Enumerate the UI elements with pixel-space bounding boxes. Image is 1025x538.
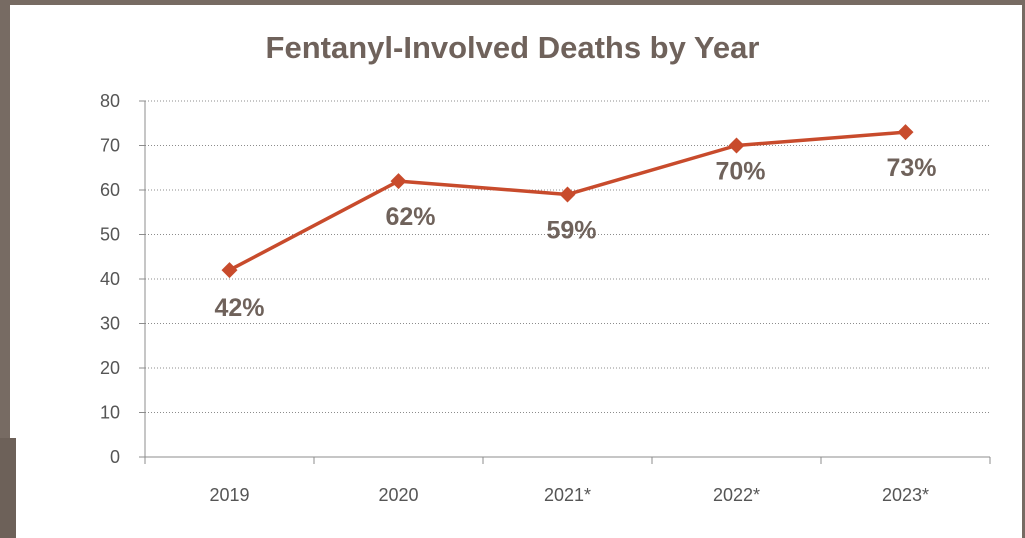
chart-title: Fentanyl-Involved Deaths by Year <box>265 30 760 65</box>
data-point-marker <box>897 124 914 141</box>
frame-left-accent <box>0 438 16 538</box>
x-tick-label: 2022* <box>713 485 760 505</box>
y-tick-label: 80 <box>100 91 120 111</box>
y-tick-label: 60 <box>100 180 120 200</box>
frame-left-border <box>0 0 10 538</box>
x-tick-label: 2021* <box>544 485 591 505</box>
axes <box>139 100 991 464</box>
x-axis-ticks: 2019 2020 2021* 2022* 2023* <box>209 485 929 505</box>
data-label: 70% <box>715 158 765 186</box>
data-label: 59% <box>546 216 596 244</box>
gridlines <box>145 100 990 413</box>
y-tick-label: 70 <box>100 136 120 156</box>
x-tick-label: 2023* <box>882 485 929 505</box>
x-tick-label: 2019 <box>209 485 249 505</box>
y-axis-ticks: 0 10 20 30 40 50 60 70 80 <box>100 91 120 467</box>
data-labels: 42% 62% 59% 70% 73% <box>214 154 936 322</box>
y-tick-label: 40 <box>100 269 120 289</box>
x-tick-label: 2020 <box>378 485 418 505</box>
y-tick-label: 50 <box>100 225 120 245</box>
data-label: 42% <box>214 294 264 322</box>
data-label: 73% <box>886 154 936 182</box>
frame-right-border <box>1022 0 1025 538</box>
data-label: 62% <box>385 203 435 231</box>
frame-top-border <box>0 0 1025 5</box>
y-tick-label: 30 <box>100 314 120 334</box>
y-tick-label: 0 <box>110 447 120 467</box>
y-tick-label: 20 <box>100 358 120 378</box>
data-point-marker <box>390 173 407 190</box>
series-fentanyl-deaths <box>221 124 914 279</box>
data-point-marker <box>559 186 576 203</box>
data-point-marker <box>221 262 238 279</box>
y-tick-label: 10 <box>100 403 120 423</box>
data-point-marker <box>728 137 745 154</box>
